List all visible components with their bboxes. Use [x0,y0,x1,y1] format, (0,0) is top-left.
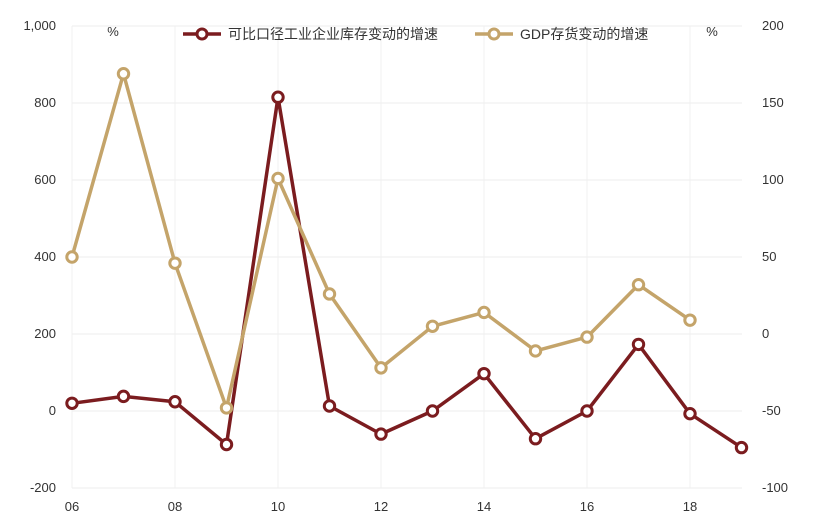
left-tick-label: 400 [34,249,56,264]
data-point [528,344,543,358]
data-point [116,389,131,404]
left-tick-label: 600 [34,172,56,187]
series-line [71,95,743,450]
data-point [168,256,182,270]
data-point [631,278,646,292]
legend-label: 可比口径工业企业库存变动的增速 [228,26,438,42]
right-tick-label: -100 [762,480,788,495]
x-tick-label: 08 [168,499,182,514]
legend-label: GDP存货变动的增速 [520,26,648,42]
x-tick-label: 12 [374,499,388,514]
legend: 可比口径工业企业库存变动的增速 GDP存货变动的增速 [183,26,648,42]
right-tick-label: 0 [762,326,769,341]
data-point [322,399,337,413]
series-1 [65,90,749,455]
series-2 [65,67,697,415]
data-point [477,366,491,381]
left-tick-label: 800 [34,95,56,110]
left-axis: -200 0 200 400 600 800 1,000 [23,18,56,495]
x-tick-label: 14 [477,499,491,514]
legend-swatch-marker [195,27,209,41]
x-tick-label: 16 [580,499,594,514]
data-point [580,404,594,418]
right-tick-label: -50 [762,403,781,418]
data-point [528,432,543,446]
series-layer [65,67,749,455]
data-point [168,395,182,409]
data-point [374,361,388,375]
data-point [322,287,337,301]
right-axis-unit: % [706,24,718,39]
data-point [374,427,388,441]
right-tick-label: 200 [762,18,784,33]
data-point [65,250,79,264]
right-tick-label: 50 [762,249,776,264]
data-point [631,337,646,352]
data-point [116,67,131,81]
legend-item-1: 可比口径工业企业库存变动的增速 [183,26,438,42]
data-point [425,319,440,333]
data-point [477,305,491,320]
data-point [271,90,285,104]
data-point [683,313,697,327]
data-point [219,401,234,415]
x-tick-label: 18 [683,499,697,514]
data-point [580,330,594,344]
left-tick-label: 0 [49,403,56,418]
left-axis-unit: % [107,24,119,39]
x-axis: 06 08 10 12 14 16 18 [65,499,697,514]
left-tick-label: 200 [34,326,56,341]
legend-swatch-marker [487,27,501,41]
right-tick-label: 150 [762,95,784,110]
left-tick-label: -200 [30,480,56,495]
data-point [219,437,234,452]
right-axis: -100 -50 0 50 100 150 200 [762,18,788,495]
data-point [683,406,697,421]
left-tick-label: 1,000 [23,18,56,33]
right-tick-label: 100 [762,172,784,187]
legend-item-2: GDP存货变动的增速 [475,26,648,42]
data-point [65,396,79,410]
data-point [271,171,285,186]
data-point [734,440,749,455]
data-point [425,404,440,418]
x-tick-label: 06 [65,499,79,514]
x-tick-label: 10 [271,499,285,514]
